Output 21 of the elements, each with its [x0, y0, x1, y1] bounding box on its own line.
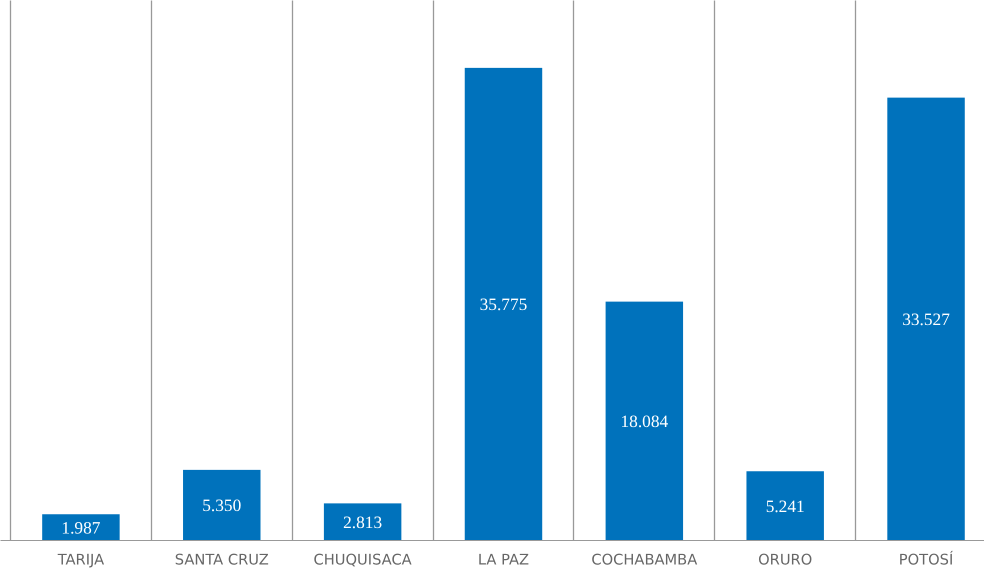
data-label: 33.527 [902, 310, 950, 330]
x-tick-label: TARIJA [56, 552, 104, 568]
x-tick-label: POTOSÍ [898, 550, 954, 568]
data-label: 1.987 [61, 518, 101, 538]
bar [324, 503, 402, 540]
data-label: 2.813 [343, 512, 382, 532]
bar [606, 302, 684, 540]
x-tick-label: ORURO [758, 552, 812, 568]
bar [42, 514, 120, 540]
data-label: 5.350 [202, 496, 242, 516]
bar [746, 471, 824, 540]
data-label: 18.084 [620, 412, 668, 432]
data-label: 35.775 [480, 295, 528, 314]
bar [183, 470, 261, 540]
x-tick-label: CHUQUISACA [314, 552, 412, 568]
bar [887, 98, 965, 540]
bar [464, 68, 542, 540]
x-tick-label: SANTA CRUZ [174, 552, 269, 568]
x-tick-label: COCHABAMBA [591, 552, 698, 568]
data-label: 5.241 [766, 496, 805, 516]
x-tick-label: LA PAZ [478, 552, 530, 568]
